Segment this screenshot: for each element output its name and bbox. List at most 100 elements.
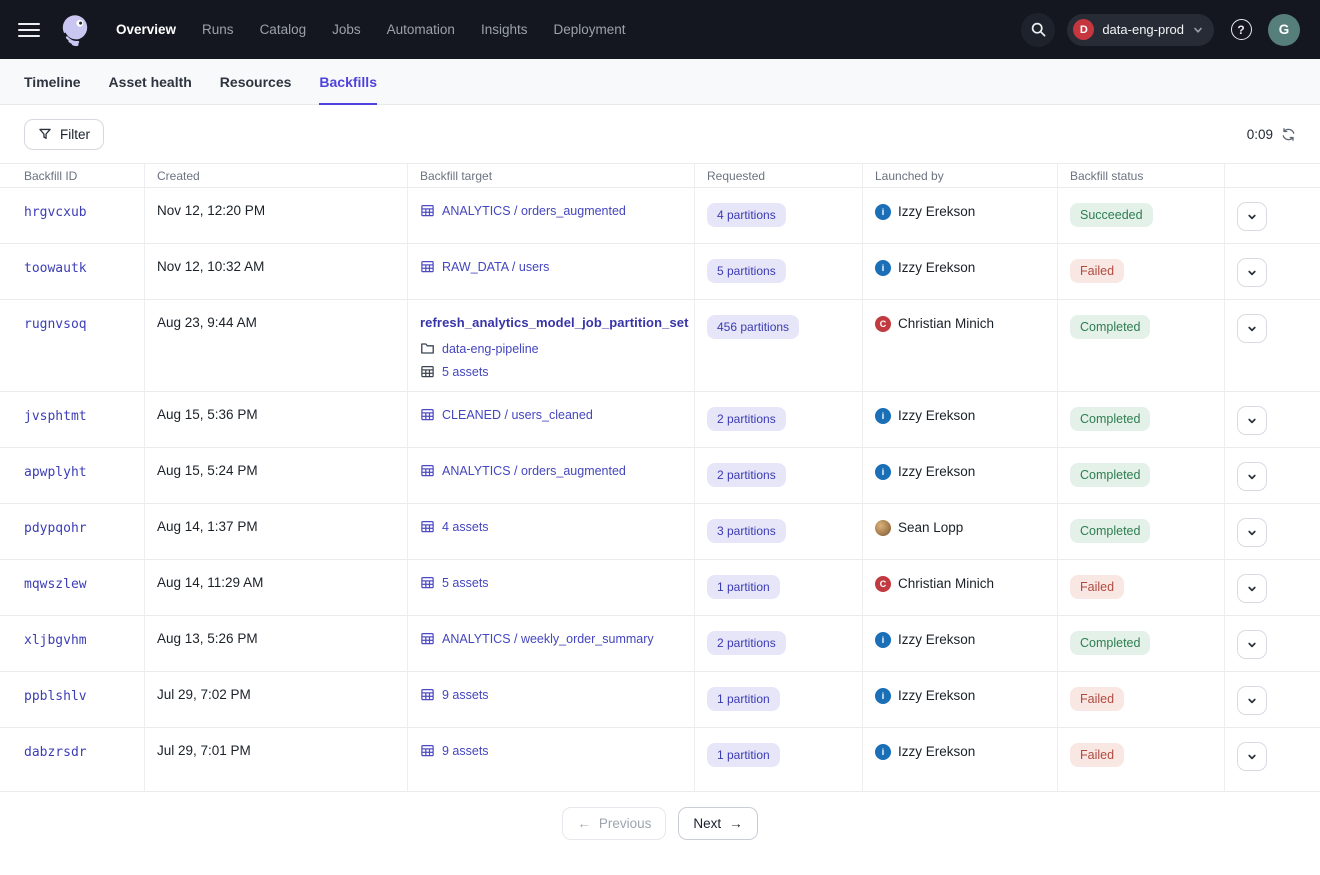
chevron-down-icon bbox=[1246, 471, 1258, 483]
nav-item-jobs[interactable]: Jobs bbox=[332, 22, 361, 37]
launched-by-name: Sean Lopp bbox=[898, 519, 963, 537]
refresh-icon bbox=[1281, 127, 1296, 142]
backfill-id-link[interactable]: dabzrsdr bbox=[24, 745, 87, 760]
backfill-id-link[interactable]: pdypqohr bbox=[24, 521, 87, 536]
backfill-target-link[interactable]: 4 assets bbox=[442, 520, 489, 534]
tab-backfills[interactable]: Backfills bbox=[319, 59, 377, 104]
launched-by-name: Izzy Erekson bbox=[898, 407, 975, 425]
nav-item-automation[interactable]: Automation bbox=[387, 22, 455, 37]
user-initial-avatar: i bbox=[875, 688, 891, 704]
backfill-status-badge: Completed bbox=[1070, 519, 1150, 543]
hamburger-menu-icon[interactable] bbox=[18, 23, 40, 37]
backfill-target-link[interactable]: 9 assets bbox=[442, 688, 489, 702]
user-avatar[interactable]: G bbox=[1268, 14, 1300, 46]
nav-item-overview[interactable]: Overview bbox=[116, 22, 176, 37]
backfill-id-link[interactable]: ppblshlv bbox=[24, 689, 87, 704]
tab-asset-health[interactable]: Asset health bbox=[109, 59, 192, 104]
row-actions-button[interactable] bbox=[1237, 202, 1267, 231]
tab-resources[interactable]: Resources bbox=[220, 59, 292, 104]
table-row: jvsphtmt Aug 15, 5:36 PM CLEANED / users… bbox=[0, 392, 1320, 448]
backfill-id-link[interactable]: jvsphtmt bbox=[24, 409, 87, 424]
backfill-target-link[interactable]: ANALYTICS / weekly_order_summary bbox=[442, 632, 654, 646]
created-cell: Nov 12, 10:32 AM bbox=[145, 244, 408, 299]
user-initial-avatar: i bbox=[875, 632, 891, 648]
nav-item-insights[interactable]: Insights bbox=[481, 22, 528, 37]
row-actions-button[interactable] bbox=[1237, 574, 1267, 603]
status-cell: Succeeded bbox=[1058, 188, 1225, 243]
help-button[interactable]: ? bbox=[1226, 15, 1256, 45]
row-actions-button[interactable] bbox=[1237, 258, 1267, 287]
backfill-target-job-link[interactable]: refresh_analytics_model_job_partition_se… bbox=[420, 315, 682, 330]
backfill-target-link[interactable]: RAW_DATA / users bbox=[442, 260, 549, 274]
row-actions-button[interactable] bbox=[1237, 462, 1267, 491]
filter-button[interactable]: Filter bbox=[24, 119, 104, 150]
backfill-id-link[interactable]: toowautk bbox=[24, 261, 87, 276]
nav-item-deployment[interactable]: Deployment bbox=[553, 22, 625, 37]
filter-button-label: Filter bbox=[60, 127, 90, 142]
backfill-target-cell: ANALYTICS / orders_augmented bbox=[408, 188, 695, 243]
chevron-down-icon bbox=[1246, 751, 1258, 763]
asset-table-icon bbox=[420, 631, 435, 646]
column-header-launched-by: Launched by bbox=[863, 164, 1058, 187]
table-row: toowautk Nov 12, 10:32 AM RAW_DATA / use… bbox=[0, 244, 1320, 300]
requested-partitions-badge: 5 partitions bbox=[707, 259, 786, 283]
launched-by-name: Izzy Erekson bbox=[898, 743, 975, 761]
requested-partitions-badge: 456 partitions bbox=[707, 315, 799, 339]
requested-partitions-badge: 2 partitions bbox=[707, 463, 786, 487]
launched-by-cell: iIzzy Erekson bbox=[863, 244, 1058, 299]
user-initial-avatar: i bbox=[875, 464, 891, 480]
backfill-status-badge: Completed bbox=[1070, 315, 1150, 339]
backfill-target-link[interactable]: CLEANED / users_cleaned bbox=[442, 408, 593, 422]
backfill-id-link[interactable]: xljbgvhm bbox=[24, 633, 87, 648]
backfill-id-link[interactable]: apwplyht bbox=[24, 465, 87, 480]
backfill-id-link[interactable]: hrgvcxub bbox=[24, 205, 87, 220]
column-header-requested: Requested bbox=[695, 164, 863, 187]
table-row: dabzrsdr Jul 29, 7:01 PM 9 assets 1 part… bbox=[0, 728, 1320, 792]
top-navbar: Overview Runs Catalog Jobs Automation Insight… bbox=[0, 0, 1320, 59]
row-actions-button[interactable] bbox=[1237, 742, 1267, 771]
created-cell: Aug 14, 11:29 AM bbox=[145, 560, 408, 615]
row-actions-button[interactable] bbox=[1237, 518, 1267, 547]
launched-by-name: Izzy Erekson bbox=[898, 259, 975, 277]
row-actions-button[interactable] bbox=[1237, 686, 1267, 715]
backfill-target-subline-link[interactable]: data-eng-pipeline bbox=[442, 342, 539, 356]
backfill-target-link[interactable]: ANALYTICS / orders_augmented bbox=[442, 464, 626, 478]
row-actions-button[interactable] bbox=[1237, 314, 1267, 343]
refresh-countdown: 0:09 bbox=[1247, 127, 1273, 142]
row-actions-button[interactable] bbox=[1237, 630, 1267, 659]
status-cell: Completed bbox=[1058, 300, 1225, 391]
launched-by-cell: Sean Lopp bbox=[863, 504, 1058, 559]
nav-item-catalog[interactable]: Catalog bbox=[260, 22, 307, 37]
table-row: xljbgvhm Aug 13, 5:26 PM ANALYTICS / wee… bbox=[0, 616, 1320, 672]
backfill-id-link[interactable]: rugnvsoq bbox=[24, 317, 87, 332]
user-initial-avatar: i bbox=[875, 744, 891, 760]
backfill-target-cell: 4 assets bbox=[408, 504, 695, 559]
created-cell: Aug 13, 5:26 PM bbox=[145, 616, 408, 671]
nav-item-runs[interactable]: Runs bbox=[202, 22, 234, 37]
row-actions-button[interactable] bbox=[1237, 406, 1267, 435]
requested-partitions-badge: 3 partitions bbox=[707, 519, 786, 543]
created-cell: Aug 23, 9:44 AM bbox=[145, 300, 408, 391]
previous-page-button[interactable]: ← Previous bbox=[562, 807, 666, 840]
asset-table-icon bbox=[420, 203, 435, 218]
requested-cell: 4 partitions bbox=[695, 188, 863, 243]
column-header-created: Created bbox=[145, 164, 408, 187]
tab-timeline[interactable]: Timeline bbox=[24, 59, 81, 104]
backfill-target-link[interactable]: ANALYTICS / orders_augmented bbox=[442, 204, 626, 218]
requested-partitions-badge: 4 partitions bbox=[707, 203, 786, 227]
backfill-target-link[interactable]: 5 assets bbox=[442, 576, 489, 590]
status-cell: Completed bbox=[1058, 616, 1225, 671]
requested-cell: 2 partitions bbox=[695, 616, 863, 671]
refresh-button[interactable] bbox=[1281, 127, 1296, 142]
launched-by-name: Izzy Erekson bbox=[898, 203, 975, 221]
backfill-target-subline-link[interactable]: 5 assets bbox=[442, 365, 489, 379]
asset-table-icon bbox=[420, 407, 435, 422]
backfill-id-link[interactable]: mqwszlew bbox=[24, 577, 87, 592]
deployment-switcher[interactable]: D data-eng-prod bbox=[1067, 14, 1214, 46]
asset-table-icon bbox=[420, 259, 435, 274]
backfill-target-link[interactable]: 9 assets bbox=[442, 744, 489, 758]
asset-table-icon bbox=[420, 364, 435, 379]
table-row: apwplyht Aug 15, 5:24 PM ANALYTICS / ord… bbox=[0, 448, 1320, 504]
next-page-button[interactable]: Next → bbox=[678, 807, 757, 840]
search-button[interactable] bbox=[1021, 13, 1055, 47]
